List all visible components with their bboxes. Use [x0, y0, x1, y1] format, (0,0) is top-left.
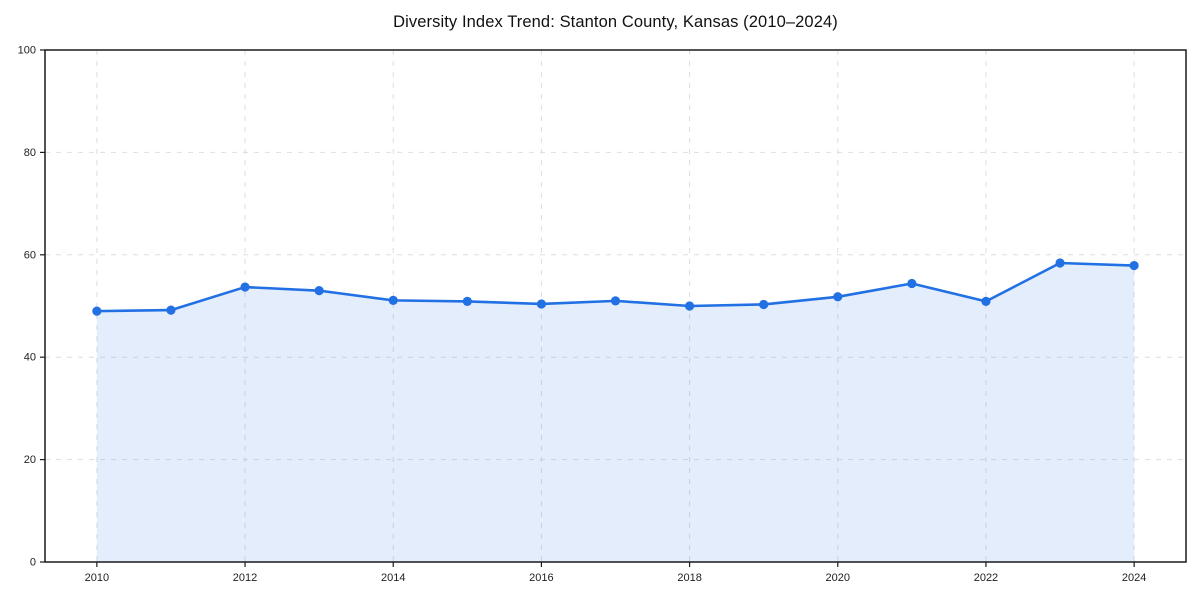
data-point-2015	[462, 296, 472, 306]
data-point-2019	[759, 299, 769, 310]
chart-title: Diversity Index Trend: Stanton County, K…	[393, 13, 838, 31]
area-fill	[96, 262, 1135, 562]
y-tick-label: 60	[24, 249, 36, 261]
data-point-2017	[610, 296, 621, 306]
data-point-2010	[92, 306, 102, 316]
x-tick-label: 2014	[381, 572, 405, 584]
data-point-2023	[1055, 258, 1065, 268]
data-point-2011	[166, 305, 176, 315]
x-tick-label: 2022	[974, 572, 998, 584]
data-point-2014	[388, 295, 398, 305]
y-tick-label: 20	[24, 454, 36, 466]
x-tick-label: 2010	[85, 572, 109, 584]
y-tick-label: 100	[18, 45, 36, 57]
data-point-2012	[240, 282, 250, 292]
x-tick-label: 2012	[233, 572, 257, 584]
plot-frame	[44, 49, 1187, 563]
x-tick-label: 2016	[529, 572, 553, 584]
data-point-2016	[536, 299, 547, 309]
data-point-2022	[981, 296, 991, 306]
x-tick-label: 2024	[1122, 572, 1146, 584]
x-tick-label: 2018	[677, 572, 701, 584]
data-point-2018	[684, 301, 695, 311]
x-tick-label: 2020	[826, 572, 850, 584]
y-tick-label: 40	[24, 352, 36, 364]
y-tick-label: 0	[30, 557, 36, 569]
data-point-2020	[833, 292, 843, 302]
y-tick-label: 80	[24, 147, 36, 159]
data-point-2021	[907, 278, 917, 289]
data-point-2024	[1129, 260, 1139, 271]
data-point-2013	[314, 286, 324, 296]
